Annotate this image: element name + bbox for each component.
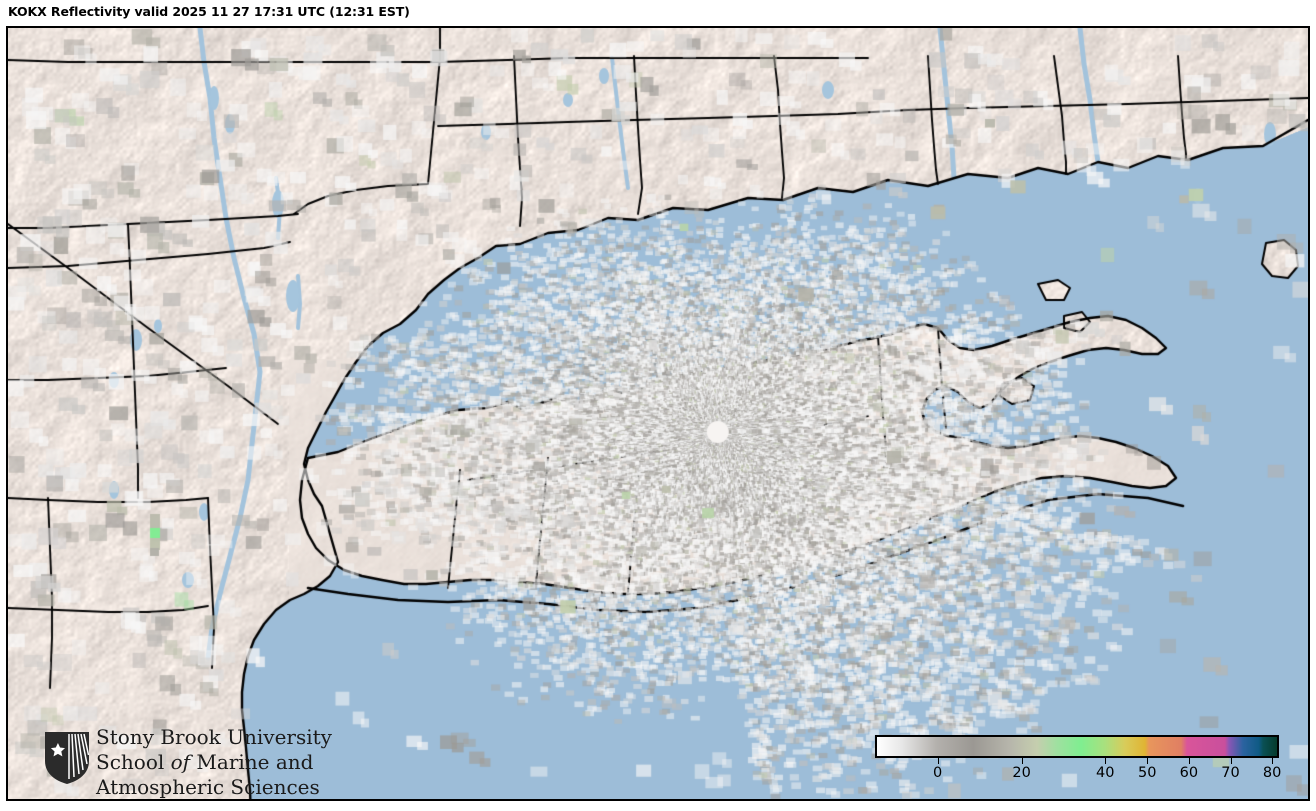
colorbar-tick xyxy=(937,758,939,764)
title-bar: KOKX Reflectivity valid 2025 11 27 17:31… xyxy=(0,0,1316,26)
logo-line-1: Stony Brook University xyxy=(96,725,332,749)
colorbar-tick xyxy=(1147,758,1149,764)
colorbar-tick-label: 80 xyxy=(1262,765,1282,781)
colorbar-tick-label: 50 xyxy=(1138,765,1157,781)
colorbar-tick-label: 60 xyxy=(1179,765,1199,781)
colorbar-tick xyxy=(1105,758,1107,764)
colorbar-tick xyxy=(1230,758,1232,764)
logo-line-2: School of Marine and xyxy=(96,750,336,775)
colorbar-tick xyxy=(1188,758,1190,764)
colorbar-tick-label: 0 xyxy=(932,765,943,781)
colorbar-tick-label: 20 xyxy=(1012,765,1031,781)
radar-map-canvas[interactable] xyxy=(8,28,1308,799)
logo-line-2-pre: School xyxy=(96,750,171,774)
colorbar-tick-label: 70 xyxy=(1221,765,1240,781)
page-title: KOKX Reflectivity valid 2025 11 27 17:31… xyxy=(8,4,410,19)
reflectivity-colorbar: 0 20 40 50 60 70 80 xyxy=(875,735,1287,797)
colorbar-gradient xyxy=(877,737,1277,756)
logo-line-3: Atmospheric Sciences xyxy=(96,775,320,799)
radar-map-frame[interactable]: 0 20 40 50 60 70 80 Stony Brook University Sch… xyxy=(6,26,1310,801)
stony-brook-logo: Stony Brook University School of Marine … xyxy=(44,723,336,799)
colorbar-box xyxy=(875,735,1279,758)
stony-brook-shield-icon xyxy=(45,732,90,784)
colorbar-tick xyxy=(1272,758,1274,764)
logo-line-2-post: Marine and xyxy=(190,750,314,774)
logo-line-2-italic: of xyxy=(170,750,191,774)
stony-brook-logo-text: Stony Brook University School of Marine … xyxy=(96,725,336,799)
colorbar-tick-label: 40 xyxy=(1096,765,1115,781)
colorbar-tick xyxy=(1021,758,1023,764)
